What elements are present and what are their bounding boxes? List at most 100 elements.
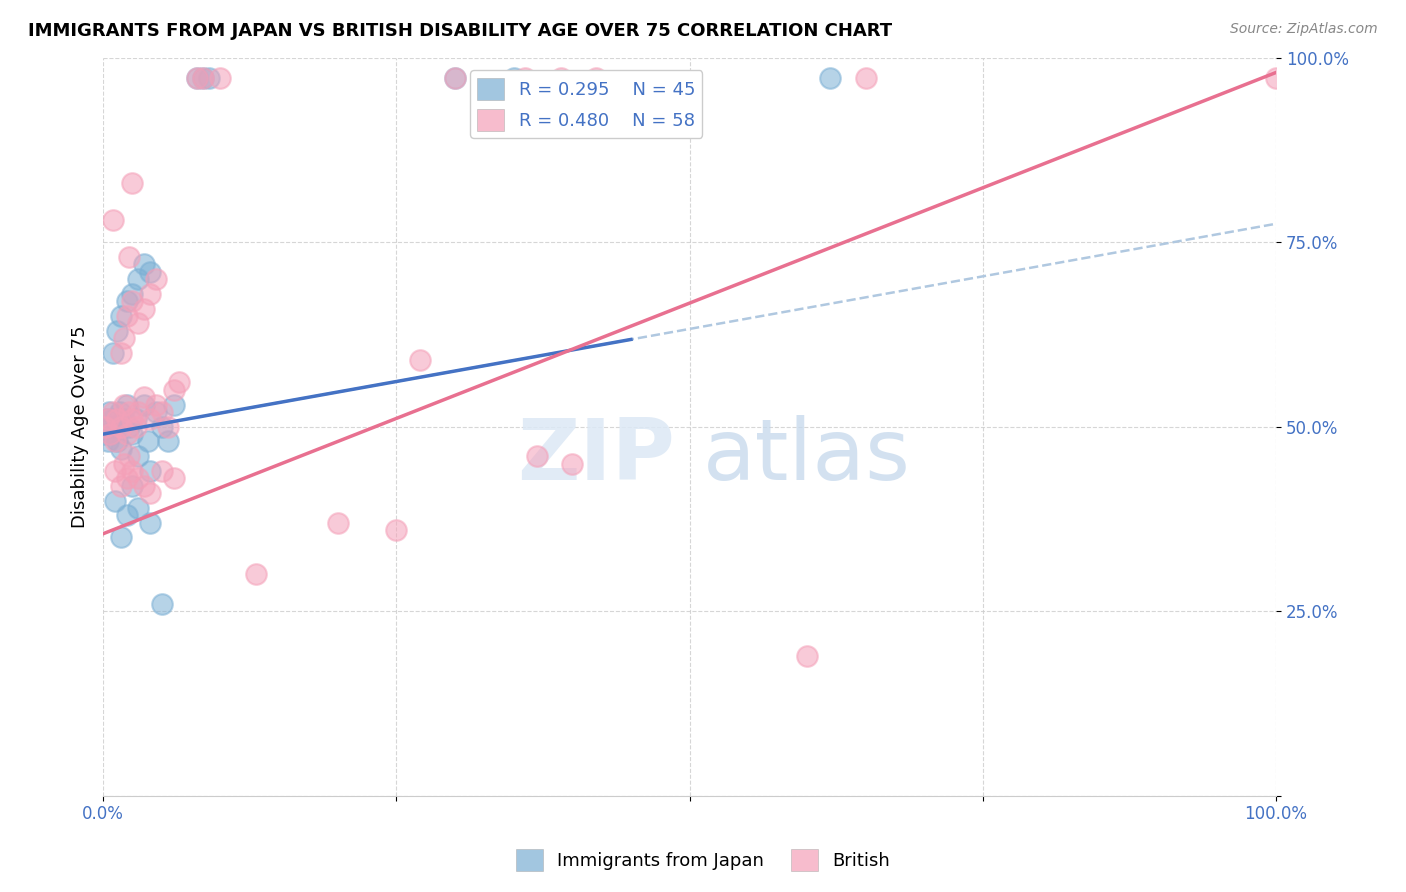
Point [139,286,162,301]
Point [127,500,149,515]
Point [127,317,149,331]
Point [134,390,156,404]
Text: ZIP: ZIP [517,415,675,498]
Point [121,412,143,426]
Point [1265,71,1288,86]
Point [145,405,167,419]
Point [139,486,162,500]
Text: IMMIGRANTS FROM JAPAN VS BRITISH DISABILITY AGE OVER 75 CORRELATION CHART: IMMIGRANTS FROM JAPAN VS BRITISH DISABIL… [28,22,893,40]
Point [444,71,467,86]
Point [121,464,143,478]
Legend: R = 0.295    N = 45, R = 0.480    N = 58: R = 0.295 N = 45, R = 0.480 N = 58 [470,70,703,138]
Point [110,309,132,323]
Point [98,419,121,434]
Point [197,71,219,86]
Point [121,479,143,493]
Point [515,71,537,86]
Point [97,412,120,426]
Point [104,434,127,449]
Point [97,434,120,449]
Point [502,71,524,86]
Point [125,419,148,434]
Point [110,419,132,434]
Point [134,479,156,493]
Point [121,286,143,301]
Point [118,449,141,463]
Point [105,434,128,449]
Point [156,434,179,449]
Point [191,71,214,86]
Point [101,346,124,360]
Point [127,449,149,463]
Point [104,419,127,434]
Text: Source: ZipAtlas.com: Source: ZipAtlas.com [1230,22,1378,37]
Point [385,523,408,537]
Point [115,398,138,412]
Point [121,294,143,309]
Point [585,71,607,86]
Point [112,331,135,345]
Point [150,405,173,419]
Y-axis label: Disability Age Over 75: Disability Age Over 75 [72,326,89,528]
Point [121,427,143,442]
Point [118,405,141,419]
Point [145,272,167,286]
Point [134,398,156,412]
Point [115,294,138,309]
Point [110,479,132,493]
Point [191,71,214,86]
Point [139,516,162,530]
Point [150,597,173,611]
Point [169,376,191,390]
Point [127,405,149,419]
Point [134,257,156,271]
Point [121,176,143,190]
Point [127,272,149,286]
Point [112,457,135,471]
Point [115,309,138,323]
Point [115,508,138,523]
Point [550,71,572,86]
Point [561,457,583,471]
Point [820,71,842,86]
Point [209,71,232,86]
Point [94,427,117,442]
Point [112,412,135,426]
Point [110,442,132,456]
Point [125,412,148,426]
Point [245,567,267,582]
Point [134,301,156,316]
Point [104,493,127,508]
Point [105,324,128,338]
Point [108,405,131,419]
Point [115,471,138,485]
Point [796,648,818,663]
Point [136,434,159,449]
Point [326,516,349,530]
Point [98,405,121,419]
Point [162,398,184,412]
Point [101,405,124,419]
Point [101,213,124,227]
Point [162,471,184,485]
Point [115,427,138,442]
Point [100,427,122,442]
Point [110,531,132,545]
Point [110,346,132,360]
Point [162,383,184,397]
Point [94,419,117,434]
Point [409,353,432,368]
Point [444,71,467,86]
Point [112,398,135,412]
Point [186,71,208,86]
Point [101,412,124,426]
Point [150,419,173,434]
Point [139,412,162,426]
Point [186,71,208,86]
Text: atlas: atlas [703,415,911,498]
Point [150,464,173,478]
Point [145,398,167,412]
Point [98,427,121,442]
Point [139,265,162,279]
Point [127,471,149,485]
